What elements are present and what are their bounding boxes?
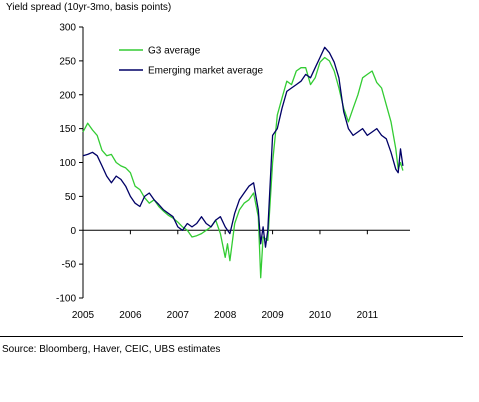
chart-title: Yield spread (10yr-3mo, basis points)	[6, 2, 172, 13]
x-tick-label: 2010	[309, 310, 332, 321]
series-line-emerging-market-average	[82, 46, 404, 248]
y-tick-label: 300	[59, 23, 76, 34]
y-tick-label: 0	[70, 226, 76, 237]
legend-label: G3 average	[148, 46, 201, 57]
y-tick-label: -50	[62, 260, 77, 271]
legend-label: Emerging market average	[148, 66, 263, 77]
y-tick-label: 100	[59, 158, 76, 169]
series-line-g3-average	[82, 56, 404, 279]
x-tick-label: 2005	[72, 310, 95, 321]
x-tick-label: 2006	[119, 310, 142, 321]
x-tick-label: 2009	[261, 310, 284, 321]
series-layer	[82, 46, 404, 279]
axes: -100 -50 0 50 100 150 200 250 300 2005 2006 2007 200…	[56, 23, 410, 321]
y-tick-label: -100	[56, 294, 76, 305]
y-tick-label: 50	[65, 192, 77, 203]
y-tick-label: 250	[59, 56, 76, 67]
source-note: Source: Bloomberg, Haver, CEIC, UBS esti…	[2, 344, 221, 355]
x-tick-label: 2011	[357, 310, 379, 321]
x-tick-label: 2007	[167, 310, 190, 321]
x-tick-label: 2008	[214, 310, 237, 321]
legend: G3 average Emerging market average	[119, 46, 263, 77]
y-tick-label: 200	[59, 90, 76, 101]
y-tick-label: 150	[59, 124, 76, 135]
source-divider	[0, 336, 463, 337]
